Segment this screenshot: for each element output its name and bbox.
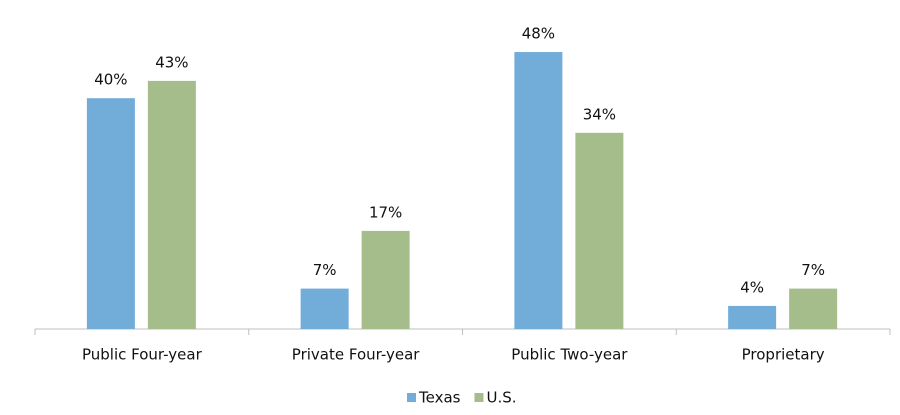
- x-tick-label: Proprietary: [742, 346, 825, 364]
- x-tick-label: Public Four-year: [82, 346, 203, 364]
- bar: [728, 305, 777, 329]
- bar: [300, 288, 349, 329]
- value-label: 34%: [583, 105, 616, 123]
- bar: [361, 230, 410, 329]
- bar: [514, 52, 563, 329]
- value-label: 4%: [740, 278, 764, 296]
- bar: [575, 132, 624, 329]
- x-tick-label: Public Two-year: [511, 346, 628, 364]
- value-label: 40%: [94, 71, 127, 89]
- legend-swatch: [407, 393, 416, 402]
- legend-label: Texas: [418, 389, 461, 407]
- bar: [86, 98, 135, 329]
- category-separators: [34, 329, 891, 335]
- legend-swatch: [474, 393, 484, 402]
- legend-label: U.S.: [486, 389, 516, 407]
- value-label: 7%: [801, 261, 825, 279]
- value-label: 7%: [313, 261, 337, 279]
- value-label: 43%: [155, 53, 188, 71]
- x-tick-label: Private Four-year: [292, 346, 420, 364]
- value-label: 48%: [522, 25, 555, 43]
- bar: [147, 80, 196, 329]
- bar: [789, 288, 838, 329]
- value-label: 17%: [369, 203, 402, 221]
